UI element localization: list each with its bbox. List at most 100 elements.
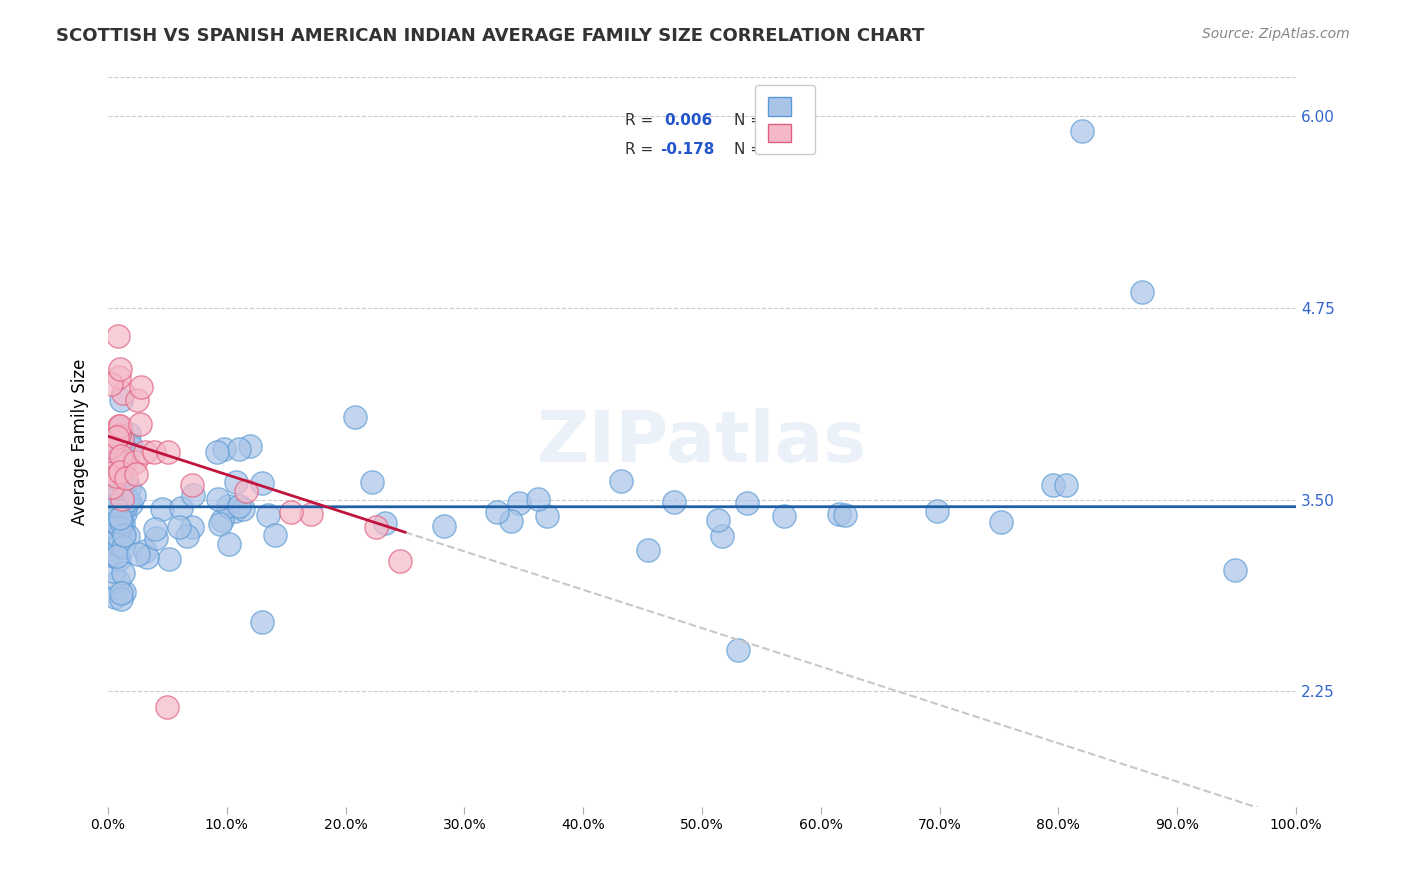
Scottish [536, 508, 558, 523]
Scottish [104, 491, 127, 506]
Scottish [157, 552, 180, 566]
Scottish [211, 513, 233, 527]
Scottish [180, 520, 202, 534]
Spanish American Indians [129, 380, 152, 394]
Scottish [104, 498, 127, 512]
Scottish [1130, 285, 1153, 300]
Scottish [104, 450, 127, 465]
Spanish American Indians [388, 554, 411, 568]
Scottish [250, 476, 273, 491]
Spanish American Indians [134, 444, 156, 458]
Scottish [360, 475, 382, 489]
Scottish [114, 477, 136, 491]
Scottish [103, 475, 125, 489]
Scottish [107, 538, 129, 552]
Text: R =: R = [624, 142, 658, 157]
Scottish [176, 528, 198, 542]
Scottish [225, 475, 247, 489]
Scottish [107, 481, 129, 495]
Scottish [134, 543, 156, 558]
Scottish [485, 504, 508, 518]
Scottish [110, 592, 132, 607]
Scottish [925, 504, 948, 518]
Spanish American Indians [299, 508, 322, 522]
Scottish [117, 492, 139, 507]
Scottish [105, 549, 128, 563]
Spanish American Indians [110, 419, 132, 434]
Spanish American Indians [124, 455, 146, 469]
Scottish [374, 516, 396, 530]
Scottish [107, 537, 129, 551]
Spanish American Indians [280, 505, 302, 519]
Scottish [499, 514, 522, 528]
Scottish [526, 492, 548, 507]
Scottish [110, 586, 132, 600]
Scottish [637, 543, 659, 558]
Scottish [108, 520, 131, 534]
Scottish [828, 507, 851, 521]
Spanish American Indians [100, 466, 122, 480]
Scottish [118, 427, 141, 442]
Spanish American Indians [107, 329, 129, 343]
Scottish [107, 529, 129, 543]
Scottish [1042, 478, 1064, 492]
Spanish American Indians [235, 484, 257, 499]
Scottish [104, 590, 127, 604]
Scottish [112, 516, 135, 531]
Text: ZIPatlas: ZIPatlas [537, 408, 868, 476]
Scottish [111, 566, 134, 580]
Scottish [107, 472, 129, 486]
Scottish [257, 508, 280, 522]
Scottish [1071, 124, 1094, 138]
Scottish [107, 491, 129, 505]
Scottish [105, 516, 128, 531]
Scottish [100, 500, 122, 514]
Scottish [108, 487, 131, 501]
Scottish [107, 503, 129, 517]
Scottish [735, 496, 758, 510]
Scottish [170, 500, 193, 515]
Spanish American Indians [127, 392, 149, 407]
Scottish [145, 522, 167, 536]
Spanish American Indians [108, 370, 131, 384]
Scottish [100, 494, 122, 508]
Scottish [224, 504, 246, 518]
Text: SCOTTISH VS SPANISH AMERICAN INDIAN AVERAGE FAMILY SIZE CORRELATION CHART: SCOTTISH VS SPANISH AMERICAN INDIAN AVER… [56, 27, 925, 45]
Scottish [707, 513, 730, 527]
Scottish [117, 529, 139, 543]
Scottish [107, 461, 129, 475]
Scottish [114, 451, 136, 466]
Scottish [710, 529, 733, 543]
Spanish American Indians [110, 449, 132, 463]
Scottish [114, 500, 136, 514]
Scottish [110, 393, 132, 408]
Scottish [112, 529, 135, 543]
Scottish [107, 574, 129, 588]
Scottish [108, 485, 131, 500]
Scottish [239, 439, 262, 453]
Spanish American Indians [125, 467, 148, 481]
Scottish [167, 520, 190, 534]
Scottish [114, 585, 136, 599]
Scottish [1054, 478, 1077, 492]
Scottish [114, 436, 136, 450]
Spanish American Indians [128, 417, 150, 431]
Spanish American Indians [100, 480, 122, 494]
Scottish [111, 473, 134, 487]
Scottish [103, 483, 125, 498]
Scottish [101, 519, 124, 533]
Scottish [103, 514, 125, 528]
Scottish [181, 488, 204, 502]
Scottish [834, 508, 856, 522]
Spanish American Indians [156, 445, 179, 459]
Scottish [228, 499, 250, 513]
Scottish [105, 470, 128, 484]
Scottish [122, 488, 145, 502]
Scottish [111, 499, 134, 513]
Scottish [209, 516, 232, 531]
Scottish [232, 501, 254, 516]
Spanish American Indians [107, 427, 129, 442]
Spanish American Indians [100, 441, 122, 455]
Text: Source: ZipAtlas.com: Source: ZipAtlas.com [1202, 27, 1350, 41]
Scottish [110, 421, 132, 435]
